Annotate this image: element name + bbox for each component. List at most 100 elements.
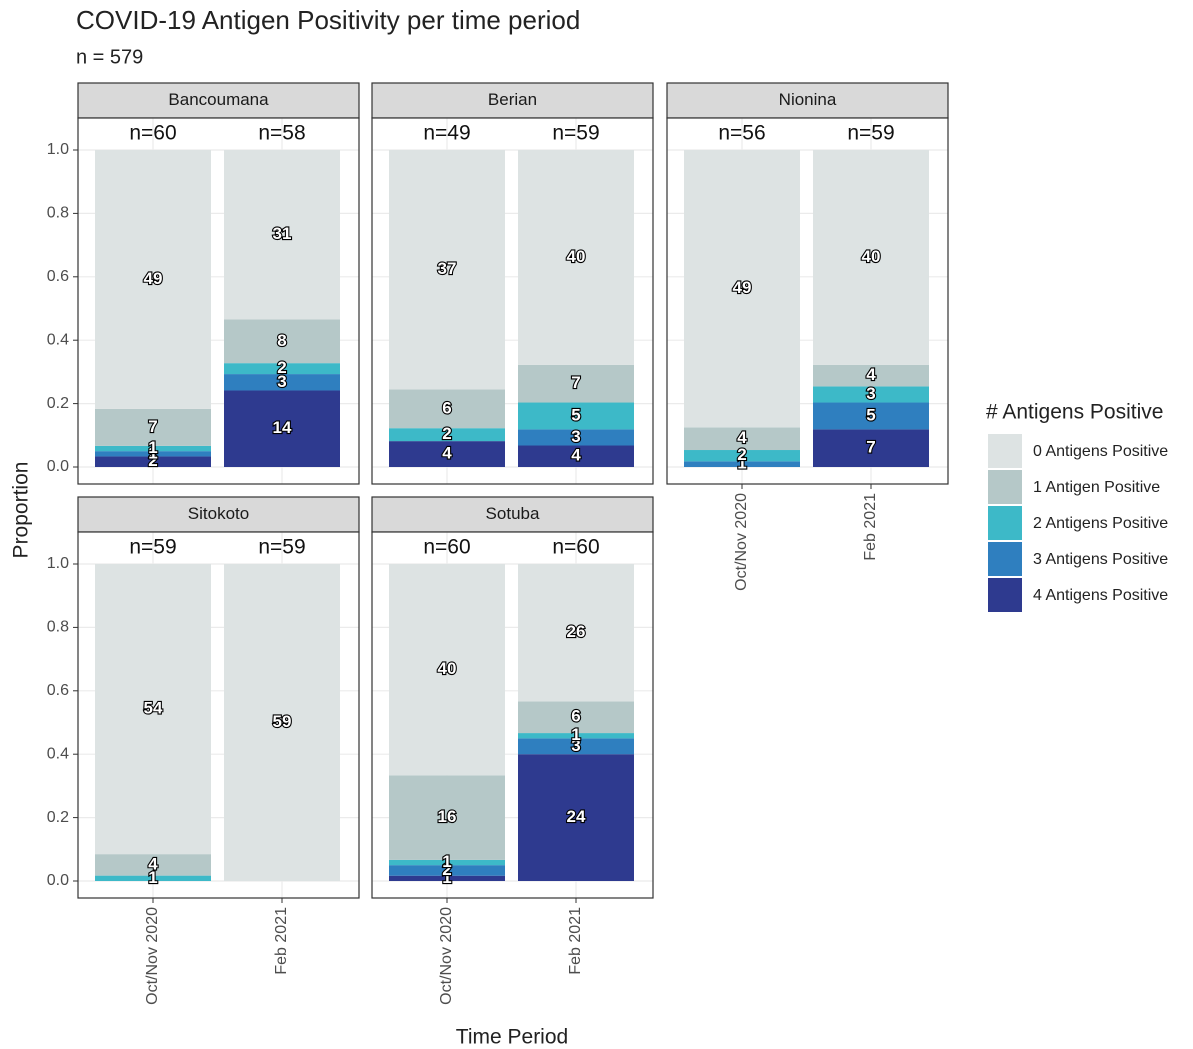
y-tick-label: 1.0	[47, 555, 69, 572]
data-label: 4	[148, 854, 158, 873]
facet-label: Sitokoto	[188, 504, 249, 523]
x-tick-label: Oct/Nov 2020	[144, 907, 161, 1005]
data-label: 1	[148, 443, 157, 462]
data-label: 3	[866, 384, 875, 403]
bar-segment	[389, 859, 505, 866]
data-label: 59	[273, 712, 292, 731]
data-label: 2	[442, 860, 451, 879]
bar-segment	[684, 427, 800, 451]
y-tick-label: 0.6	[47, 268, 69, 285]
legend-label: 1 Antigen Positive	[1033, 479, 1160, 496]
n-label: n=49	[423, 122, 470, 145]
bar-segment	[95, 456, 211, 467]
bar-segment	[518, 738, 634, 755]
legend-swatch	[988, 506, 1022, 540]
data-label: 4	[737, 428, 747, 447]
facet-label: Sotuba	[486, 504, 540, 523]
data-label: 54	[144, 699, 163, 718]
data-label: 40	[862, 247, 881, 266]
legend-swatch	[988, 434, 1022, 468]
bar-segment	[224, 390, 340, 467]
data-label: 1	[442, 868, 451, 887]
data-label: 3	[571, 736, 580, 755]
panel-border	[77, 117, 360, 485]
n-label: n=60	[423, 536, 470, 559]
x-tick-label: Oct/Nov 2020	[438, 907, 455, 1005]
bar-segment	[518, 445, 634, 467]
facet-label: Bancoumana	[168, 90, 269, 109]
panel-border	[77, 531, 360, 899]
n-label: n=59	[258, 536, 305, 559]
data-label: 2	[277, 358, 286, 377]
legend-swatch	[988, 470, 1022, 504]
data-label: 4	[571, 446, 581, 465]
n-label: n=56	[718, 122, 765, 145]
bar-segment	[813, 150, 929, 365]
panel-border	[371, 531, 654, 899]
legend-label: 4 Antigens Positive	[1033, 587, 1168, 604]
data-label: 4	[442, 444, 452, 463]
y-axis-title: Proportion	[10, 462, 33, 559]
panel-border	[666, 117, 949, 485]
data-label: 4	[866, 365, 876, 384]
bar-segment	[389, 564, 505, 776]
data-label: 14	[273, 418, 292, 437]
data-label: 37	[438, 259, 457, 278]
bar-segment	[813, 402, 929, 430]
y-tick-label: 0.0	[47, 458, 69, 475]
n-label: n=60	[129, 122, 176, 145]
y-tick-label: 0.6	[47, 682, 69, 699]
n-label: n=59	[552, 122, 599, 145]
x-tick-label: Feb 2021	[567, 907, 584, 975]
data-label: 5	[866, 405, 875, 424]
data-label: 3	[277, 372, 286, 391]
y-tick-label: 0.2	[47, 809, 69, 826]
chart-title: COVID-19 Antigen Positivity per time per…	[76, 5, 580, 35]
n-label: n=58	[258, 122, 305, 145]
bar-segment	[95, 564, 211, 855]
legend-title: # Antigens Positive	[986, 401, 1163, 424]
bar-segment	[813, 364, 929, 387]
bar-segment	[518, 429, 634, 446]
bar-segment	[518, 564, 634, 702]
panel-border	[371, 117, 654, 485]
bar-segment	[224, 564, 340, 881]
bar-segment	[518, 733, 634, 739]
data-label: 2	[442, 424, 451, 443]
data-label: 40	[438, 659, 457, 678]
bar-segment	[95, 408, 211, 446]
bar-segment	[95, 150, 211, 409]
y-tick-label: 0.4	[47, 745, 69, 762]
bar-segment	[95, 875, 211, 881]
data-label: 49	[144, 269, 163, 288]
y-tick-label: 0.8	[47, 205, 69, 222]
bar-segment	[813, 386, 929, 403]
bar-segment	[389, 775, 505, 860]
bar-segment	[684, 150, 800, 428]
legend-swatch	[988, 578, 1022, 612]
bar-segment	[518, 754, 634, 881]
legend-swatch	[988, 542, 1022, 576]
bar-segment	[224, 363, 340, 375]
data-label: 24	[567, 807, 586, 826]
data-label: 6	[571, 707, 580, 726]
facet-strip	[666, 82, 949, 119]
data-label: 1	[442, 852, 451, 871]
bar-segment	[389, 865, 505, 876]
bar-segment	[518, 150, 634, 365]
bar-segment	[684, 461, 800, 467]
data-label: 1	[571, 725, 580, 744]
chart-subtitle: n = 579	[76, 46, 143, 68]
n-label: n=60	[552, 536, 599, 559]
n-label: n=59	[847, 122, 894, 145]
legend-label: 3 Antigens Positive	[1033, 551, 1168, 568]
bar-segment	[518, 402, 634, 430]
x-tick-label: Oct/Nov 2020	[733, 493, 750, 591]
data-label: 6	[442, 398, 451, 417]
data-label: 16	[438, 807, 457, 826]
x-axis-title: Time Period	[456, 1026, 568, 1049]
bar-segment	[389, 441, 505, 467]
legend-label: 2 Antigens Positive	[1033, 515, 1168, 532]
data-label: 5	[571, 405, 580, 424]
